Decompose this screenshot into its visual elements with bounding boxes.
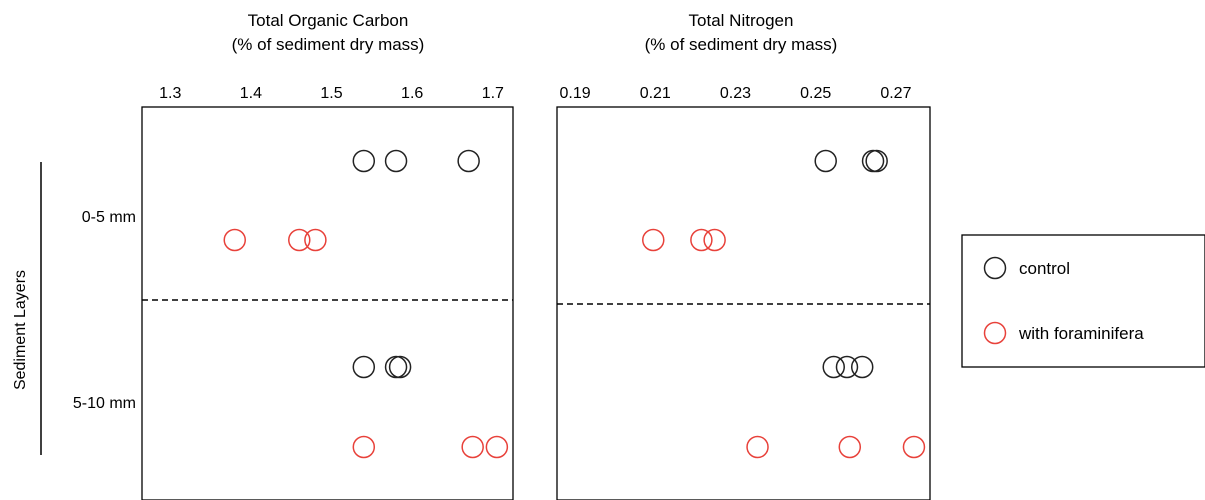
data-point-with-foraminifera [746,435,769,459]
y-axis-label: Sediment Layers [12,270,29,390]
category-label-5-10mm: 5-10 mm [73,395,136,412]
data-point-with-foraminifera [690,228,713,252]
data-point-control [457,149,480,173]
plot-frame [141,106,514,500]
legend-label-with-foraminifera: with foraminifera [1018,324,1144,343]
panel-title-line1: Total Nitrogen [689,11,794,30]
data-point-control [352,149,376,173]
data-points [642,149,926,459]
legend-box [961,234,1205,368]
x-tick-label: 1.7 [482,85,504,102]
x-tick-label: 1.3 [159,85,181,102]
data-point-control [865,149,888,173]
data-point-with-foraminifera [288,228,311,252]
data-point-with-foraminifera [703,228,726,252]
x-ticks: 0.19 0.21 0.23 0.25 0.27 [559,85,911,102]
panel-title-line1: Total Organic Carbon [248,11,409,30]
x-ticks: 1.3 1.4 1.5 1.6 1.7 [159,85,504,102]
legend-marker-with-foraminifera [983,321,1007,345]
legend: control with foraminifera [961,234,1205,368]
x-tick-label: 0.23 [720,85,751,102]
x-tick-label: 1.5 [320,85,342,102]
data-point-control [814,149,837,173]
x-tick-label: 0.25 [800,85,831,102]
data-point-control [388,355,412,379]
data-point-with-foraminifera [902,435,926,459]
legend-label-control: control [1019,259,1070,278]
x-tick-label: 0.27 [880,85,911,102]
data-point-control [384,149,408,173]
panel-title-line2: (% of sediment dry mass) [645,35,838,54]
x-tick-label: 1.4 [240,85,262,102]
data-point-with-foraminifera [642,228,665,252]
data-point-control [850,355,874,379]
x-tick-label: 0.21 [640,85,671,102]
data-point-control [835,355,859,379]
category-label-0-5mm: 0-5 mm [82,209,136,226]
data-point-control [384,355,408,379]
panel-total-organic-carbon: Total Organic Carbon (% of sediment dry … [141,11,514,500]
data-point-control [352,355,376,379]
data-point-with-foraminifera [304,228,327,252]
data-point-with-foraminifera [838,435,862,459]
data-point-with-foraminifera [461,435,484,459]
panel-title-line2: (% of sediment dry mass) [232,35,425,54]
data-point-with-foraminifera [223,228,246,252]
panel-total-nitrogen: Total Nitrogen (% of sediment dry mass) … [556,11,931,500]
x-tick-label: 0.19 [559,85,590,102]
x-tick-label: 1.6 [401,85,423,102]
data-points [223,149,509,459]
legend-marker-control [983,256,1007,280]
data-point-with-foraminifera [352,435,376,459]
data-point-with-foraminifera [485,435,509,459]
data-point-control [822,355,845,379]
